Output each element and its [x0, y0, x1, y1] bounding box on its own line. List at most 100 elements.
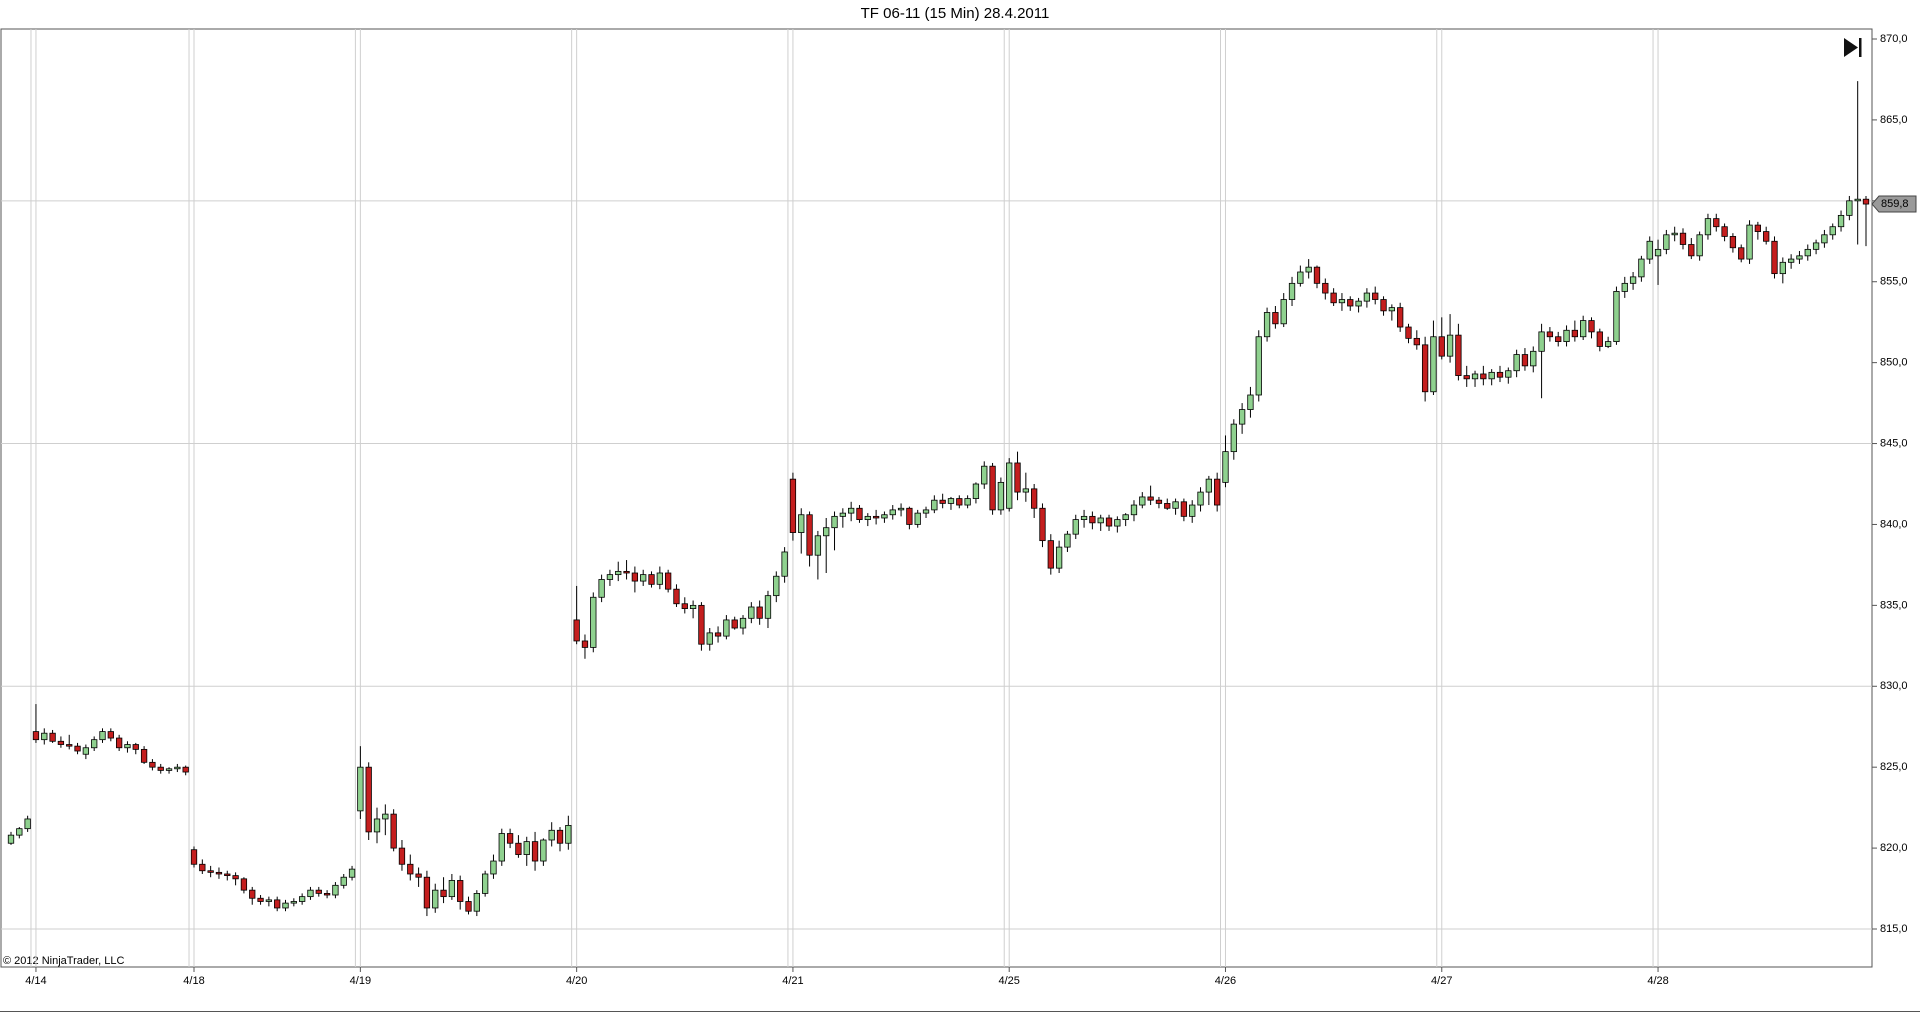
x-tick-label: 4/14 [25, 975, 46, 987]
candle-body [1222, 451, 1229, 483]
candle-body [423, 876, 431, 909]
candle-body [1580, 320, 1587, 338]
candle-body [298, 896, 306, 902]
candle-body [66, 744, 73, 747]
candle-body [764, 595, 772, 619]
candle-body [1055, 546, 1063, 569]
candle-body [1205, 478, 1212, 493]
candle-body [224, 873, 231, 876]
candle-body [872, 515, 880, 519]
candle-body [1471, 373, 1479, 380]
y-tick-label: 845,0 [1880, 437, 1908, 449]
candle-body [989, 465, 996, 511]
candle-body [1513, 354, 1520, 372]
candle-body [1147, 496, 1154, 501]
candle-body [1214, 478, 1221, 506]
candle-body [49, 732, 56, 742]
candle-body [964, 498, 971, 506]
candle-body [1330, 292, 1337, 304]
last-price-label: 859,8 [1881, 198, 1909, 210]
candle-body [1729, 236, 1737, 249]
candle-body [1155, 499, 1163, 504]
candle-body [1629, 276, 1637, 284]
candle-body [1721, 226, 1728, 237]
candle-body [199, 863, 206, 872]
candle-body [1197, 491, 1204, 506]
candle-body [823, 527, 830, 537]
candle-body [1280, 299, 1287, 325]
candle-body [1679, 232, 1687, 245]
candle-body [1114, 519, 1121, 527]
candle-body [739, 617, 747, 629]
x-tick-label: 4/25 [998, 975, 1019, 987]
candle-body [99, 731, 106, 741]
candle-body [440, 889, 447, 898]
candle-body [1455, 334, 1462, 376]
candle-body [32, 731, 40, 741]
candle-body [290, 901, 297, 904]
candle-body [1288, 282, 1296, 300]
candle-body [182, 766, 189, 773]
candle-body [1097, 517, 1104, 524]
candle-body [781, 551, 788, 577]
candle-body [972, 483, 980, 499]
candle-body [1255, 336, 1262, 396]
candle-body [307, 889, 314, 898]
y-tick-label: 855,0 [1880, 276, 1908, 288]
candle-body [1347, 299, 1354, 307]
y-tick-label: 865,0 [1880, 114, 1908, 126]
y-tick-label: 825,0 [1880, 761, 1908, 773]
candle-body [1430, 336, 1437, 393]
candle-body [798, 514, 805, 533]
x-tick-label: 4/19 [350, 975, 371, 987]
candle-body [1688, 244, 1695, 257]
candle-body [565, 825, 572, 844]
candle-body [1313, 266, 1321, 284]
candles [7, 81, 1870, 917]
candle-body [839, 512, 846, 517]
candle-body [1696, 234, 1703, 257]
candle-body [1763, 231, 1770, 242]
candle-body [1613, 291, 1620, 343]
candle-body [448, 880, 456, 898]
candle-body [1405, 326, 1412, 339]
candle-body [457, 880, 464, 902]
candle-body [415, 873, 422, 878]
candle-body [1446, 334, 1454, 357]
candle-body [332, 884, 339, 896]
candle-body [1530, 350, 1537, 367]
candle-body [1006, 462, 1013, 509]
go-to-end-button[interactable] [1844, 38, 1862, 57]
candle-body [1571, 329, 1579, 338]
candle-body [681, 603, 688, 610]
candle-body [91, 739, 98, 749]
candle-body [282, 902, 289, 909]
candle-body [82, 747, 90, 755]
candle-body [931, 499, 938, 511]
candle-body [1363, 292, 1371, 302]
candle-body [748, 606, 755, 619]
candle-body [1588, 320, 1595, 333]
candle-body [1804, 248, 1811, 257]
candle-body [473, 893, 480, 912]
candle-body [1022, 488, 1029, 493]
candle-body [1438, 336, 1445, 357]
candle-body [1180, 501, 1188, 517]
candle-body [1014, 462, 1021, 493]
candle-body [390, 813, 397, 849]
candle-body [1496, 371, 1504, 378]
candle-body [1122, 514, 1129, 521]
candle-body [1505, 370, 1512, 378]
candle-body [1338, 299, 1346, 304]
candle-body [1663, 234, 1670, 250]
candle-body [249, 889, 256, 899]
candle-body [57, 740, 65, 745]
candle-body [615, 570, 622, 576]
y-tick-label: 870,0 [1880, 33, 1908, 45]
candle-body [997, 481, 1005, 511]
candle-body [1846, 200, 1853, 216]
candle-body [848, 507, 855, 514]
candle-body [265, 899, 273, 902]
